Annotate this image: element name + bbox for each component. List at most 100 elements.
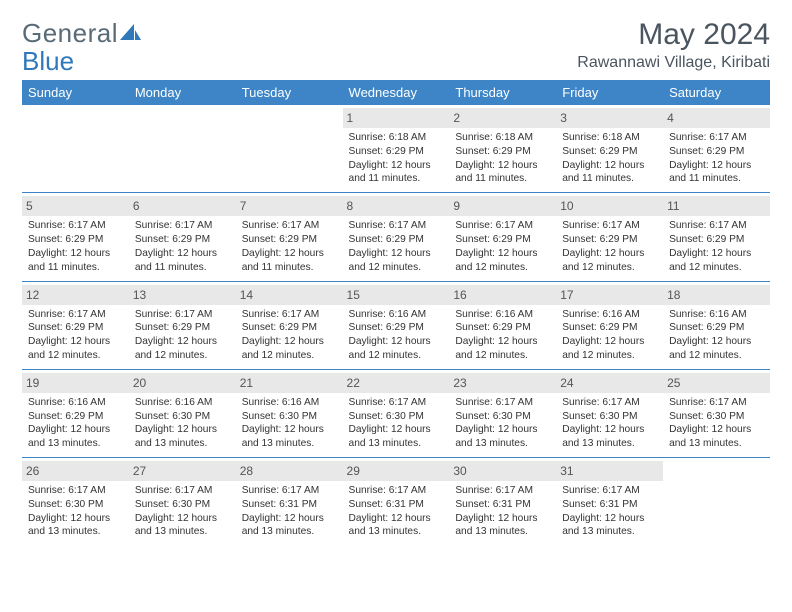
calendar-day-cell: 31 Sunrise: 6:17 AMSunset: 6:31 PMDayligh… <box>556 458 663 546</box>
calendar-day-cell: 4 Sunrise: 6:17 AMSunset: 6:29 PMDaylight… <box>663 105 770 193</box>
day-details: Sunrise: 6:17 AMSunset: 6:30 PMDaylight:… <box>349 396 444 451</box>
calendar-day-cell: 2 Sunrise: 6:18 AMSunset: 6:29 PMDaylight… <box>449 105 556 193</box>
day-number: 21 <box>236 373 343 393</box>
day-number: 13 <box>129 285 236 305</box>
day-number: 15 <box>343 285 450 305</box>
calendar-day-cell: 28 Sunrise: 6:17 AMSunset: 6:31 PMDayligh… <box>236 458 343 546</box>
day-number: 7 <box>236 196 343 216</box>
day-number: 31 <box>556 461 663 481</box>
day-number: 24 <box>556 373 663 393</box>
day-number: 29 <box>343 461 450 481</box>
day-number: 14 <box>236 285 343 305</box>
calendar-day-cell: 12Sunrise: 6:17 AMSunset: 6:29 PMDayligh… <box>22 281 129 369</box>
day-details: Sunrise: 6:17 AMSunset: 6:29 PMDaylight:… <box>669 219 764 274</box>
calendar-day-cell <box>236 105 343 193</box>
calendar-day-cell: 17 Sunrise: 6:16 AMSunset: 6:29 PMDayligh… <box>556 281 663 369</box>
day-details: Sunrise: 6:18 AMSunset: 6:29 PMDaylight:… <box>349 131 444 186</box>
calendar-day-cell <box>129 105 236 193</box>
day-number: 2 <box>449 108 556 128</box>
calendar-day-cell: 19 Sunrise: 6:16 AMSunset: 6:29 PMDayligh… <box>22 369 129 457</box>
day-number: 5 <box>22 196 129 216</box>
calendar-day-cell: 16Sunrise: 6:16 AMSunset: 6:29 PMDayligh… <box>449 281 556 369</box>
calendar-day-cell <box>663 458 770 546</box>
day-details: Sunrise: 6:17 AMSunset: 6:30 PMDaylight:… <box>562 396 657 451</box>
day-number: 23 <box>449 373 556 393</box>
calendar-week-row: 19 Sunrise: 6:16 AMSunset: 6:29 PMDayligh… <box>22 369 770 457</box>
day-number: 8 <box>343 196 450 216</box>
day-number: 27 <box>129 461 236 481</box>
calendar-day-cell: 18 Sunrise: 6:16 AMSunset: 6:29 PMDayligh… <box>663 281 770 369</box>
weekday-header: Sunday <box>22 80 129 105</box>
day-details: Sunrise: 6:16 AMSunset: 6:29 PMDaylight:… <box>455 308 550 363</box>
day-number: 17 <box>556 285 663 305</box>
day-number: 18 <box>663 285 770 305</box>
day-number: 11 <box>663 196 770 216</box>
logo-word-2: Blue <box>22 46 74 77</box>
calendar-day-cell: 5 Sunrise: 6:17 AMSunset: 6:29 PMDaylight… <box>22 193 129 281</box>
day-details: Sunrise: 6:17 AMSunset: 6:29 PMDaylight:… <box>242 219 337 274</box>
day-details: Sunrise: 6:16 AMSunset: 6:30 PMDaylight:… <box>135 396 230 451</box>
calendar-day-cell: 24 Sunrise: 6:17 AMSunset: 6:30 PMDayligh… <box>556 369 663 457</box>
day-details: Sunrise: 6:16 AMSunset: 6:29 PMDaylight:… <box>349 308 444 363</box>
calendar-week-row: 26Sunrise: 6:17 AMSunset: 6:30 PMDayligh… <box>22 458 770 546</box>
day-number: 1 <box>343 108 450 128</box>
day-details: Sunrise: 6:16 AMSunset: 6:30 PMDaylight:… <box>242 396 337 451</box>
logo: General <box>22 18 142 49</box>
calendar-day-cell: 3Sunrise: 6:18 AMSunset: 6:29 PMDaylight… <box>556 105 663 193</box>
day-details: Sunrise: 6:17 AMSunset: 6:29 PMDaylight:… <box>349 219 444 274</box>
day-details: Sunrise: 6:17 AMSunset: 6:29 PMDaylight:… <box>669 131 764 186</box>
day-details: Sunrise: 6:17 AMSunset: 6:29 PMDaylight:… <box>242 308 337 363</box>
day-details: Sunrise: 6:16 AMSunset: 6:29 PMDaylight:… <box>562 308 657 363</box>
calendar-day-cell: 9Sunrise: 6:17 AMSunset: 6:29 PMDaylight… <box>449 193 556 281</box>
day-number: 3 <box>556 108 663 128</box>
day-details: Sunrise: 6:16 AMSunset: 6:29 PMDaylight:… <box>28 396 123 451</box>
calendar-day-cell: 10 Sunrise: 6:17 AMSunset: 6:29 PMDayligh… <box>556 193 663 281</box>
day-number: 30 <box>449 461 556 481</box>
day-details: Sunrise: 6:17 AMSunset: 6:30 PMDaylight:… <box>135 484 230 539</box>
weekday-header: Thursday <box>449 80 556 105</box>
day-number: 10 <box>556 196 663 216</box>
weekday-header-row: Sunday Monday Tuesday Wednesday Thursday… <box>22 80 770 105</box>
location: Rawannawi Village, Kiribati <box>577 54 770 72</box>
day-number: 25 <box>663 373 770 393</box>
day-details: Sunrise: 6:17 AMSunset: 6:29 PMDaylight:… <box>562 219 657 274</box>
day-details: Sunrise: 6:17 AMSunset: 6:31 PMDaylight:… <box>562 484 657 539</box>
calendar-day-cell: 22Sunrise: 6:17 AMSunset: 6:30 PMDayligh… <box>343 369 450 457</box>
day-details: Sunrise: 6:17 AMSunset: 6:31 PMDaylight:… <box>349 484 444 539</box>
month-title: May 2024 <box>577 18 770 52</box>
day-number: 19 <box>22 373 129 393</box>
day-details: Sunrise: 6:16 AMSunset: 6:29 PMDaylight:… <box>669 308 764 363</box>
logo-word-1: General <box>22 18 118 49</box>
calendar-day-cell: 11 Sunrise: 6:17 AMSunset: 6:29 PMDayligh… <box>663 193 770 281</box>
calendar-day-cell: 14 Sunrise: 6:17 AMSunset: 6:29 PMDayligh… <box>236 281 343 369</box>
calendar-day-cell: 6Sunrise: 6:17 AMSunset: 6:29 PMDaylight… <box>129 193 236 281</box>
day-number: 4 <box>663 108 770 128</box>
calendar-day-cell: 8 Sunrise: 6:17 AMSunset: 6:29 PMDaylight… <box>343 193 450 281</box>
calendar-day-cell: 7 Sunrise: 6:17 AMSunset: 6:29 PMDaylight… <box>236 193 343 281</box>
weekday-header: Tuesday <box>236 80 343 105</box>
day-number: 28 <box>236 461 343 481</box>
calendar-day-cell: 29 Sunrise: 6:17 AMSunset: 6:31 PMDayligh… <box>343 458 450 546</box>
calendar-day-cell <box>22 105 129 193</box>
calendar-day-cell: 27 Sunrise: 6:17 AMSunset: 6:30 PMDayligh… <box>129 458 236 546</box>
day-details: Sunrise: 6:17 AMSunset: 6:30 PMDaylight:… <box>28 484 123 539</box>
calendar-day-cell: 15 Sunrise: 6:16 AMSunset: 6:29 PMDayligh… <box>343 281 450 369</box>
calendar-week-row: 5 Sunrise: 6:17 AMSunset: 6:29 PMDaylight… <box>22 193 770 281</box>
day-details: Sunrise: 6:17 AMSunset: 6:29 PMDaylight:… <box>28 219 123 274</box>
calendar-day-cell: 13Sunrise: 6:17 AMSunset: 6:29 PMDayligh… <box>129 281 236 369</box>
day-details: Sunrise: 6:17 AMSunset: 6:31 PMDaylight:… <box>242 484 337 539</box>
day-details: Sunrise: 6:17 AMSunset: 6:29 PMDaylight:… <box>28 308 123 363</box>
logo-sail-icon <box>120 22 142 42</box>
calendar-day-cell: 21 Sunrise: 6:16 AMSunset: 6:30 PMDayligh… <box>236 369 343 457</box>
weekday-header: Saturday <box>663 80 770 105</box>
day-details: Sunrise: 6:17 AMSunset: 6:30 PMDaylight:… <box>455 396 550 451</box>
day-number: 6 <box>129 196 236 216</box>
calendar-day-cell: 30 Sunrise: 6:17 AMSunset: 6:31 PMDayligh… <box>449 458 556 546</box>
weekday-header: Wednesday <box>343 80 450 105</box>
day-details: Sunrise: 6:17 AMSunset: 6:31 PMDaylight:… <box>455 484 550 539</box>
day-details: Sunrise: 6:17 AMSunset: 6:30 PMDaylight:… <box>669 396 764 451</box>
day-number: 20 <box>129 373 236 393</box>
calendar-day-cell: 1 Sunrise: 6:18 AMSunset: 6:29 PMDaylight… <box>343 105 450 193</box>
day-details: Sunrise: 6:18 AMSunset: 6:29 PMDaylight:… <box>455 131 550 186</box>
calendar-day-cell: 26Sunrise: 6:17 AMSunset: 6:30 PMDayligh… <box>22 458 129 546</box>
